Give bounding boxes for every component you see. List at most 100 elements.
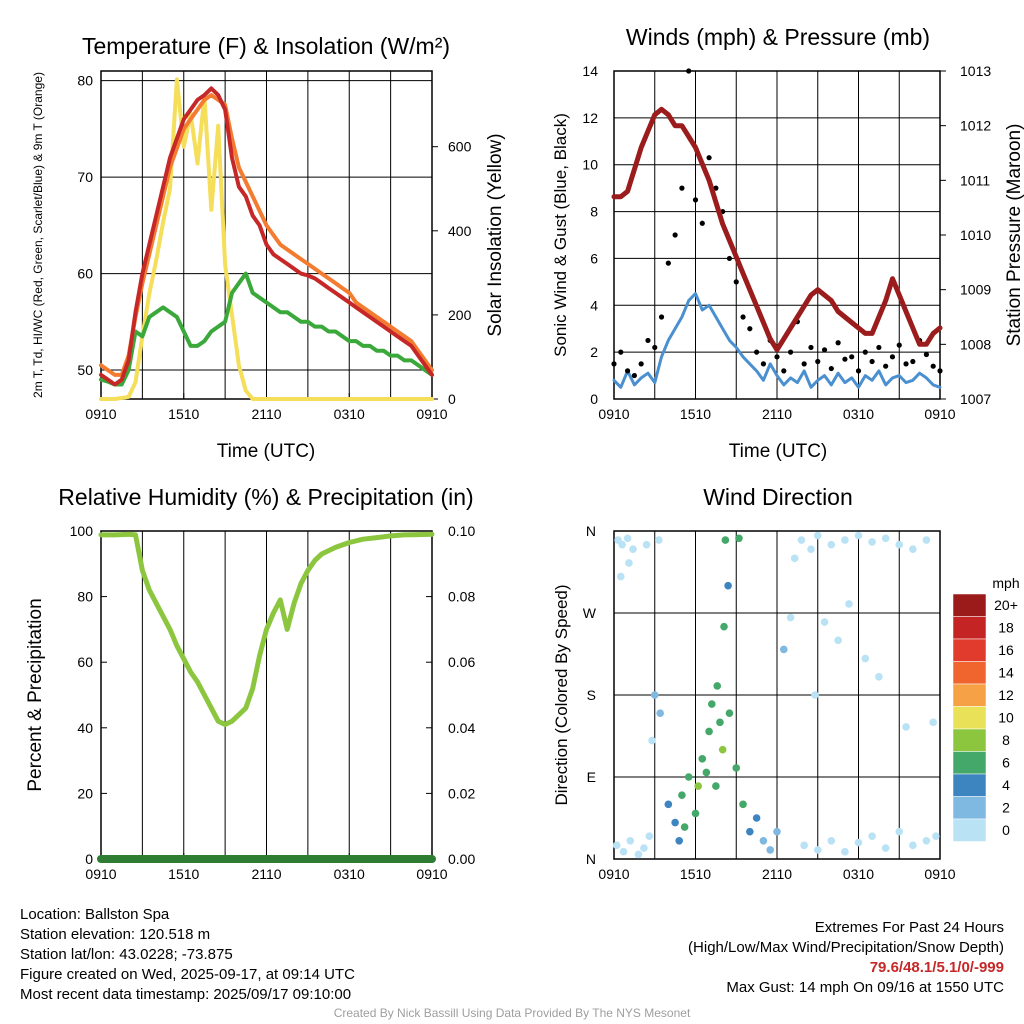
y-axis-label: Sonic Wind & Gust (Blue, Black)	[551, 113, 570, 357]
gust-point	[665, 260, 671, 266]
y2-tick-label: 0	[448, 391, 456, 407]
max-gust: Max Gust: 14 mph On 09/16 at 1550 UTC	[726, 979, 1004, 996]
legend-swatch	[952, 773, 987, 797]
gust-point	[679, 185, 685, 191]
direction-point	[655, 536, 663, 544]
direction-point	[716, 718, 724, 727]
gust-point	[726, 255, 733, 262]
gust-point	[930, 363, 936, 369]
x-tick-label: 1510	[680, 406, 711, 422]
gust-point	[876, 344, 882, 351]
y-tick-label: 80	[77, 589, 93, 605]
direction-point	[800, 841, 808, 850]
gust-point	[903, 361, 909, 367]
y-axis-label: 2m T, Td, HI/WC (Red, Green, Scarlet/Blu…	[31, 72, 45, 398]
y2-tick-label: 1011	[960, 172, 990, 188]
y-tick-label: 2	[590, 344, 598, 360]
direction-point	[634, 850, 643, 859]
x-tick-label: 0310	[843, 406, 874, 422]
x-tick-label: 2110	[762, 406, 792, 422]
direction-point	[909, 841, 917, 850]
gust-point	[781, 368, 787, 374]
direction-point	[868, 832, 876, 841]
direction-point	[640, 844, 648, 852]
gust-point	[937, 368, 943, 374]
direction-point	[746, 827, 754, 836]
direction-point	[612, 841, 621, 850]
x-tick-label: 1510	[168, 866, 199, 882]
y-tick-label: 6	[590, 250, 598, 266]
gust-point	[733, 279, 739, 285]
direction-point	[694, 782, 703, 790]
x-tick-label: 0910	[416, 406, 447, 422]
y-tick-label: 10	[582, 157, 598, 173]
gust-point	[652, 344, 658, 351]
direction-point	[702, 768, 711, 777]
series-line	[99, 86, 434, 387]
direction-point	[797, 536, 806, 544]
direction-point	[698, 754, 707, 763]
y2-axis-label: Solar Insolation (Yellow)	[485, 133, 506, 336]
direction-point	[752, 814, 761, 822]
y-tick-label: 70	[77, 169, 93, 185]
gust-point	[821, 347, 828, 353]
x-axis-label: Time (UTC)	[729, 441, 828, 462]
direction-point	[671, 818, 679, 827]
x-axis-label: Time (UTC)	[217, 441, 316, 462]
legend-swatch	[952, 616, 987, 640]
direction-point	[909, 545, 917, 554]
series-line	[612, 292, 942, 389]
direction-point	[922, 836, 931, 845]
chart-title: Wind Direction	[703, 484, 853, 510]
direction-point	[713, 682, 722, 690]
legend-title: mph	[992, 575, 1019, 591]
gust-point	[889, 354, 896, 360]
legend-label: 0	[1002, 822, 1010, 838]
direction-point	[881, 844, 890, 852]
direction-point	[735, 534, 743, 543]
direction-point	[773, 827, 781, 836]
x-tick-label: 0910	[924, 866, 955, 882]
station-location: Location: Ballston Spa	[20, 906, 170, 923]
gust-point	[618, 349, 624, 355]
x-tick-label: 0910	[924, 406, 955, 422]
direction-point	[732, 764, 741, 772]
direction-point	[625, 559, 633, 567]
legend-label: 12	[998, 687, 1014, 703]
legend-label: 18	[998, 620, 1014, 636]
gust-point	[658, 314, 665, 320]
panel-2: 0910 1510 2110 0310 091002468101214100710081…	[551, 24, 1024, 462]
direction-point	[650, 691, 659, 699]
x-tick-label: 0910	[85, 406, 116, 422]
direction-point	[645, 832, 654, 841]
direction-point	[790, 554, 799, 563]
direction-point	[739, 800, 747, 809]
y2-tick-label: 200	[448, 307, 472, 323]
direction-point	[813, 531, 822, 540]
direction-point	[845, 600, 853, 608]
extremes-subheading: (High/Low/Max Wind/Precipitation/Snow De…	[688, 939, 1004, 956]
gust-point	[896, 342, 902, 348]
gust-point	[631, 372, 637, 379]
x-tick-label: 2110	[762, 866, 792, 882]
legend-swatch	[952, 818, 987, 842]
gust-point	[835, 340, 841, 346]
y-tick-label: 14	[582, 63, 598, 79]
series-line	[98, 531, 435, 727]
gust-point	[862, 349, 868, 355]
direction-point	[684, 773, 693, 781]
legend-swatch	[952, 751, 987, 775]
direction-point	[807, 545, 815, 554]
gust-point	[815, 358, 821, 365]
direction-point	[902, 723, 910, 731]
direction-point	[759, 836, 768, 845]
x-tick-label: 0310	[843, 866, 874, 882]
x-tick-label: 2110	[251, 866, 281, 882]
direction-point	[854, 838, 863, 847]
gust-point	[869, 358, 875, 365]
station-elevation: Station elevation: 120.518 m	[20, 926, 211, 943]
legend-swatch	[952, 706, 987, 730]
legend-label: 10	[998, 710, 1014, 726]
